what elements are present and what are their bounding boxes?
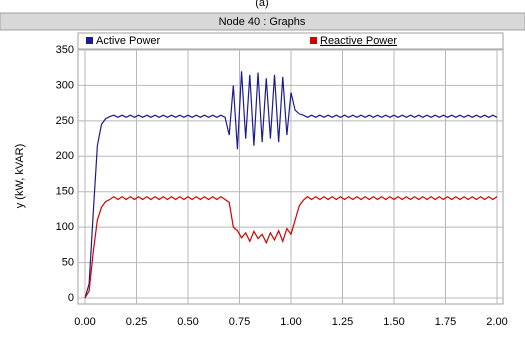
x-tick-label: 1.50 [383,316,404,328]
x-tick-label: 0.75 [229,316,250,328]
x-tick-label: 1.25 [332,316,353,328]
x-tick-label: 1.75 [435,316,456,328]
legend-swatch [86,37,93,44]
y-tick-label: 250 [56,115,74,127]
x-tick-label: 0.00 [74,316,95,328]
chart-title: Node 40 : Graphs [219,16,306,28]
title-bar [0,12,525,31]
legend-label: Reactive Power [320,35,397,47]
y-tick-label: 200 [56,150,74,162]
x-tick-label: 0.50 [177,316,198,328]
x-tick-label: 2.00 [486,316,507,328]
x-tick-label: 0.25 [126,316,147,328]
caption: (a) [255,0,268,9]
legend-label: Active Power [96,35,161,47]
y-axis-label: y (kW, kVAR) [14,144,26,209]
x-tick-label: 1.00 [280,316,301,328]
y-tick-label: 300 [56,79,74,91]
y-tick-label: 100 [56,221,74,233]
y-tick-label: 50 [62,256,74,268]
legend-swatch [310,37,317,44]
series-line [84,71,498,299]
y-tick-label: 0 [68,292,74,304]
y-tick-label: 350 [56,44,74,56]
series-line [84,195,498,299]
y-tick-label: 150 [56,186,74,198]
